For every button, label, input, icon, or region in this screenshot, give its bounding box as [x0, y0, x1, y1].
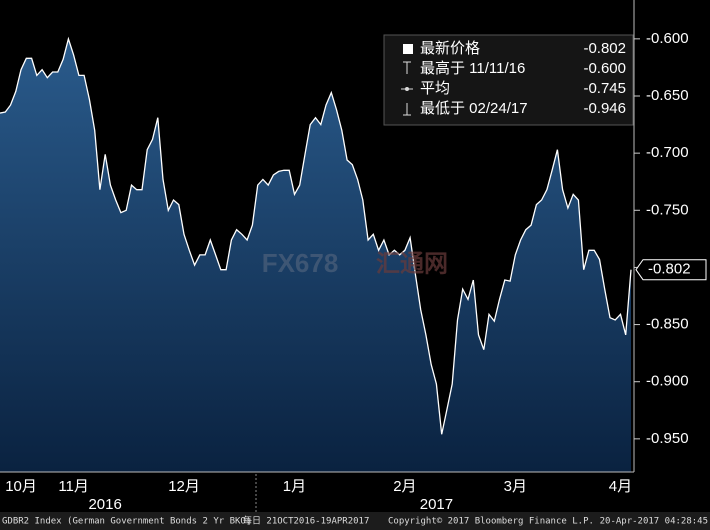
legend: [383, 34, 634, 126]
legend-box: [383, 34, 634, 126]
last-value-tag: [635, 259, 707, 281]
footer-period: 每日 21OCT2016-19APR2017: [243, 515, 369, 527]
y-tick-label: -0.600: [646, 30, 689, 47]
x-tick-label: 10月: [5, 478, 37, 495]
legend-icon-high: [403, 61, 411, 74]
x-year-label: 2017: [420, 496, 453, 513]
x-year-label: 2016: [88, 496, 121, 513]
legend-label: 最低于 02/24/17: [420, 100, 528, 117]
legend-value: -0.946: [583, 100, 626, 117]
x-tick-label: 4月: [609, 478, 632, 495]
y-tick-label: -0.750: [646, 201, 689, 218]
x-tick-label: 2月: [393, 478, 416, 495]
y-tick-label: -0.700: [646, 144, 689, 161]
y-tick-label: -0.850: [646, 316, 689, 333]
legend-label: 平均: [420, 80, 450, 97]
footer-timestamp: 20-Apr-2017 04:28:45: [600, 517, 708, 527]
x-tick-label: 12月: [168, 478, 200, 495]
x-tick-label: 3月: [504, 478, 527, 495]
watermark-brand: FX678: [262, 248, 339, 278]
watermark-name: 汇通网: [376, 250, 448, 277]
last-value-label: -0.802: [648, 261, 691, 278]
legend-value: -0.600: [583, 60, 626, 77]
legend-label: 最新价格: [420, 40, 480, 57]
area-fill: [0, 38, 631, 473]
footer-copyright: Copyright© 2017 Bloomberg Finance L.P.: [388, 517, 594, 527]
x-tick-label: 1月: [283, 478, 306, 495]
line: [0, 36, 632, 435]
legend-icon-avg-dot: [405, 87, 409, 91]
legend-label: 最高于 11/11/16: [420, 60, 525, 77]
footer-bar: [0, 512, 710, 530]
legend-value: -0.802: [583, 40, 626, 57]
y-tick-label: -0.650: [646, 87, 689, 104]
legend-icon-last: [403, 44, 413, 54]
legend-value: -0.745: [583, 80, 626, 97]
footer-security: GDBR2 Index (German Government Bonds 2 Y…: [2, 517, 251, 527]
legend-icon-low: [403, 103, 411, 116]
y-tick-label: -0.900: [646, 373, 689, 390]
plot: [0, 36, 632, 473]
y-tick-label: -0.950: [646, 430, 689, 447]
x-tick-label: 11月: [58, 478, 89, 495]
